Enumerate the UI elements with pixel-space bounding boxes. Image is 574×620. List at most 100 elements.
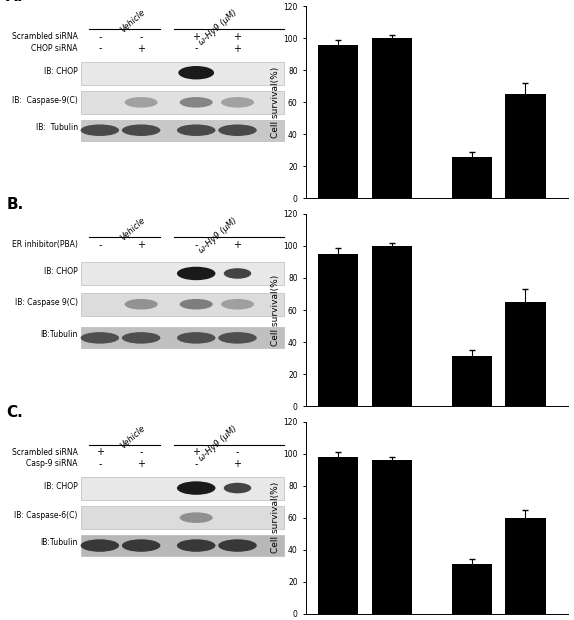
Bar <box>318 45 358 198</box>
Text: C.: C. <box>6 405 23 420</box>
Text: Casp-9 siRNA: Casp-9 siRNA <box>26 459 78 468</box>
Text: -: - <box>471 229 474 238</box>
Ellipse shape <box>122 125 160 136</box>
Ellipse shape <box>122 539 160 552</box>
Text: IB: CHOP: IB: CHOP <box>44 267 78 276</box>
Y-axis label: Cell survival(%): Cell survival(%) <box>272 67 281 138</box>
Text: +: + <box>234 43 242 53</box>
Text: IB: Caspase 9(C): IB: Caspase 9(C) <box>15 298 78 307</box>
Text: CHOP siRNA: CHOP siRNA <box>307 229 347 235</box>
Bar <box>452 157 492 198</box>
Text: IB:  Caspase-9(C): IB: Caspase-9(C) <box>12 96 78 105</box>
Text: +: + <box>96 447 104 458</box>
Ellipse shape <box>80 539 119 552</box>
Ellipse shape <box>221 97 254 108</box>
FancyBboxPatch shape <box>80 62 284 85</box>
Text: +: + <box>234 32 242 42</box>
Text: Vehicle: Vehicle <box>119 8 147 35</box>
Text: +: + <box>468 218 475 227</box>
FancyBboxPatch shape <box>80 477 284 500</box>
FancyBboxPatch shape <box>80 91 284 114</box>
Text: Scrambled siRNA: Scrambled siRNA <box>12 448 78 457</box>
Bar <box>371 38 412 198</box>
Text: +: + <box>137 459 145 469</box>
Ellipse shape <box>221 299 254 309</box>
Text: -: - <box>471 422 474 430</box>
Ellipse shape <box>122 332 160 343</box>
Text: -: - <box>195 239 198 250</box>
Text: ER inhibitor(PBA): ER inhibitor(PBA) <box>12 240 78 249</box>
Text: IB: CHOP: IB: CHOP <box>44 482 78 492</box>
Text: ω-Hy9 (μM): ω-Hy9 (μM) <box>197 216 239 255</box>
Text: -: - <box>336 422 340 430</box>
Y-axis label: Cell survival(%): Cell survival(%) <box>272 275 281 345</box>
Text: Vehicle: Vehicle <box>350 252 380 261</box>
Ellipse shape <box>179 66 214 79</box>
Text: Scrambled siRNA: Scrambled siRNA <box>307 218 364 224</box>
Text: +: + <box>234 239 242 250</box>
FancyBboxPatch shape <box>80 120 284 141</box>
Text: -: - <box>98 32 102 42</box>
Ellipse shape <box>224 483 251 494</box>
Text: Vehicle: Vehicle <box>119 216 147 242</box>
Text: +: + <box>388 422 395 430</box>
Bar <box>371 460 412 614</box>
Ellipse shape <box>177 267 215 280</box>
Bar <box>318 254 358 406</box>
Ellipse shape <box>180 97 213 108</box>
Y-axis label: Cell survival(%): Cell survival(%) <box>272 482 281 553</box>
Text: +: + <box>335 218 342 227</box>
Text: IB:Tubulin: IB:Tubulin <box>40 330 78 340</box>
Text: +: + <box>234 459 242 469</box>
Text: B.: B. <box>6 197 24 212</box>
Text: +: + <box>192 32 200 42</box>
Text: +: + <box>522 422 529 430</box>
Text: -: - <box>98 239 102 250</box>
Bar <box>505 518 545 614</box>
Ellipse shape <box>177 125 215 136</box>
Bar <box>371 246 412 406</box>
Text: Vehicle: Vehicle <box>350 448 380 458</box>
FancyBboxPatch shape <box>80 262 284 285</box>
Bar <box>452 356 492 406</box>
Text: IB: Caspase-6(C): IB: Caspase-6(C) <box>14 512 78 520</box>
Text: -: - <box>98 459 102 469</box>
Text: ER inhibitor(PBA): ER inhibitor(PBA) <box>307 422 364 428</box>
Text: -: - <box>390 229 393 238</box>
Text: IB:  Tubulin: IB: Tubulin <box>36 123 78 132</box>
Ellipse shape <box>80 125 119 136</box>
Ellipse shape <box>218 125 257 136</box>
Text: -: - <box>98 43 102 53</box>
FancyBboxPatch shape <box>80 327 284 348</box>
Text: A.: A. <box>6 0 24 4</box>
FancyBboxPatch shape <box>80 506 284 529</box>
Bar <box>505 302 545 406</box>
Ellipse shape <box>125 299 158 309</box>
Text: -: - <box>195 43 198 53</box>
Ellipse shape <box>218 539 257 552</box>
Bar <box>318 457 358 614</box>
FancyBboxPatch shape <box>80 535 284 556</box>
Text: -: - <box>195 459 198 469</box>
Text: -: - <box>139 447 143 458</box>
Text: +: + <box>192 447 200 458</box>
Bar <box>505 94 545 198</box>
Text: ω-Hy9: ω-Hy9 <box>486 448 512 458</box>
FancyBboxPatch shape <box>80 293 284 316</box>
Ellipse shape <box>177 332 215 343</box>
Text: ω-Hy9 (μM): ω-Hy9 (μM) <box>197 423 239 463</box>
Ellipse shape <box>80 332 119 343</box>
Text: -: - <box>390 218 393 227</box>
Text: ω-Hy9: ω-Hy9 <box>486 252 512 261</box>
Text: -: - <box>524 218 527 227</box>
Ellipse shape <box>180 512 213 523</box>
Text: IB: CHOP: IB: CHOP <box>44 67 78 76</box>
Text: -: - <box>336 229 340 238</box>
Text: +: + <box>137 239 145 250</box>
Ellipse shape <box>177 481 215 495</box>
Text: -: - <box>139 32 143 42</box>
Ellipse shape <box>218 332 257 343</box>
Text: ω-Hy9 (μM): ω-Hy9 (μM) <box>197 8 239 47</box>
Ellipse shape <box>180 299 213 309</box>
Ellipse shape <box>224 268 251 279</box>
